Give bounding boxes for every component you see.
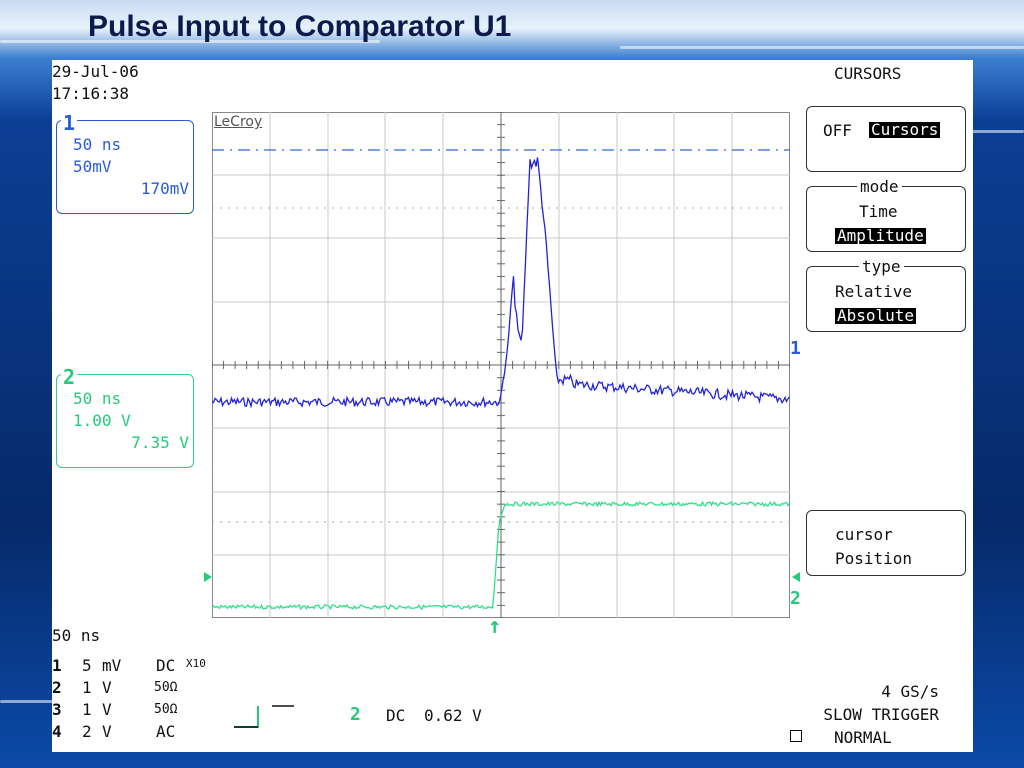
trigger-source: 2 [350,704,361,725]
channel2-label: 2 [61,365,78,389]
coupling-row[interactable]: 2 1 V 50Ω [52,678,178,697]
mode-label: mode [857,179,902,195]
coupling-row[interactable]: 4 2 V AC [52,722,176,741]
trigger-coupling: DC [386,706,406,725]
type-relative-option[interactable]: Relative [835,282,913,301]
channel1-label: 1 [61,111,78,135]
channel1-scale: 50mV [73,157,112,176]
coupling-row[interactable]: 3 1 V 50Ω [52,700,178,719]
trigger-state-checkbox-icon[interactable] [790,730,802,742]
waveform-display: LeCroy [211,111,791,619]
oscilloscope-screen: 29-Jul-06 17:16:38 1 50 ns 50mV 170mV 2 … [52,60,973,752]
lecroy-logo: LeCroy [214,114,263,130]
waveform-grid [211,111,791,619]
sample-rate: 4 GS/s [881,682,939,701]
scope-date: 29-Jul-06 [52,62,139,81]
type-label: type [859,259,904,275]
scope-time: 17:16:38 [52,84,130,103]
coupling-row[interactable]: 1 5 mV DC X10 [52,656,206,675]
mode-amplitude-option[interactable]: Amplitude [835,226,926,245]
cursors-off-option[interactable]: OFF [823,121,852,140]
channel1-ground-marker: 1 [790,338,801,359]
type-absolute-option[interactable]: Absolute [835,306,917,325]
slide-title: Pulse Input to Comparator U1 [88,10,512,43]
cursors-on-option[interactable]: Cursors [869,120,941,139]
menu-title: CURSORS [834,64,902,83]
channel2-timebase: 50 ns [73,389,122,408]
mode-time-option[interactable]: Time [859,202,898,221]
trigger-mode: SLOW TRIGGER [823,705,939,724]
channel2-info-box[interactable]: 2 50 ns 1.00 V 7.35 V [56,367,194,468]
cursor-position-line1: cursor [835,525,893,544]
channel1-timebase: 50 ns [73,135,122,154]
channel1-info-box[interactable]: 1 50 ns 50mV 170mV [56,113,194,214]
timebase-readout: 50 ns [52,626,101,645]
channel2-trace [211,500,791,611]
cursor-position-button[interactable]: cursor Position [806,510,966,576]
cursor-mode-button[interactable]: mode Time Amplitude [806,179,966,252]
channel2-ground-marker: 2 [790,588,801,609]
channel2-offset: 7.35 V [131,433,189,452]
channel2-scale: 1.00 V [73,411,131,430]
channel1-trace [211,157,791,409]
trigger-state: NORMAL [834,728,892,747]
cursor-position-line2: Position [835,549,913,568]
cursor-type-button[interactable]: type Relative Absolute [806,259,966,332]
trigger-level-left-icon [204,572,212,582]
trigger-edge-icon [234,705,294,728]
trigger-level-right-icon [792,572,800,582]
cursors-toggle-button[interactable]: OFF Cursors [806,106,966,172]
channel1-offset: 170mV [140,179,189,198]
trigger-position-arrow-icon: ↑ [488,614,502,639]
trigger-level: 0.62 V [424,706,482,725]
